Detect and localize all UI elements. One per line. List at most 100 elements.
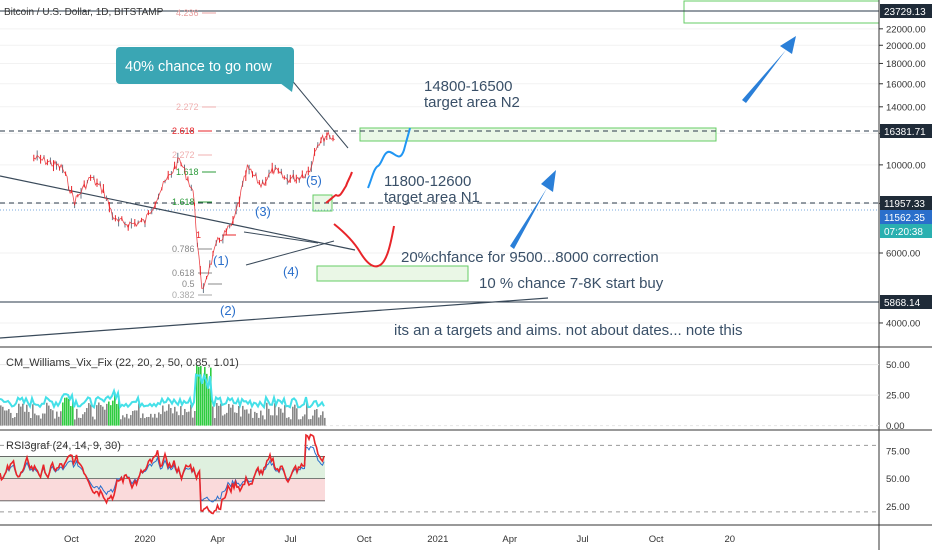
- vix-bar: [84, 412, 86, 426]
- vix-bar: [148, 416, 150, 426]
- time-tick-label: Apr: [210, 534, 225, 545]
- vix-bar: [278, 407, 280, 426]
- time-tick-label: Jul: [577, 534, 589, 545]
- badge-mid: 16381.71: [884, 127, 926, 138]
- vix-bar: [190, 404, 192, 426]
- vix-bar: [242, 405, 244, 426]
- vix-bar: [184, 408, 186, 426]
- vix-bar: [52, 410, 54, 426]
- disclaimer-note: its an a targets and aims. not about dat…: [394, 322, 743, 339]
- wave5-box: [312, 194, 333, 212]
- vix-bar: [130, 415, 132, 426]
- horizontal-levels: [0, 10, 879, 303]
- vix-bar: [170, 408, 172, 426]
- vix-bar: [258, 417, 260, 426]
- callout-pointer: [289, 77, 349, 149]
- fib-label: 0.786: [172, 244, 195, 254]
- target2-label: target area N2: [424, 94, 520, 111]
- vix-bar: [44, 413, 46, 426]
- fib-label: 2.272: [172, 150, 195, 160]
- vix-bar: [168, 404, 170, 426]
- vix-bar: [318, 417, 320, 426]
- vix-bar: [234, 412, 236, 426]
- wave-channel-lower: [245, 240, 335, 266]
- price-tick-label: 6000.00: [886, 249, 920, 260]
- vix-bar: [112, 400, 114, 426]
- vix-bar: [254, 411, 256, 426]
- fib-label: 0.5: [182, 279, 195, 289]
- vix-bar: [86, 408, 88, 426]
- badge-a-bg: [880, 196, 932, 210]
- target-boxes: [312, 0, 880, 282]
- vix-bar: [80, 417, 82, 426]
- vix-bar: [30, 417, 32, 426]
- vix-bar: [26, 404, 28, 426]
- vix-bar: [264, 419, 266, 426]
- vix-bar: [108, 401, 110, 426]
- vix-bar: [162, 405, 164, 426]
- vix-bar: [74, 419, 76, 426]
- price-axis: 4000.006000.008000.0010000.0012000.00140…: [878, 0, 926, 550]
- vix-bar: [296, 408, 298, 426]
- price-tick-label: 18000.00: [886, 59, 926, 70]
- wave-channel-upper: [243, 231, 319, 244]
- vix-bar: [110, 405, 112, 426]
- price-line: [33, 131, 335, 289]
- time-axis: Oct 2020 Apr Jul Oct 2021 Apr Jul Oct 20: [64, 534, 735, 545]
- vix-bar: [144, 418, 146, 426]
- vix-bar: [164, 411, 166, 426]
- vix-bar: [128, 418, 130, 426]
- vix-bar: [272, 415, 274, 426]
- vix-bar: [124, 417, 126, 426]
- vix-bar: [100, 404, 102, 426]
- vix-bar: [252, 417, 254, 426]
- vix-bar: [126, 413, 128, 426]
- vix-bar: [248, 413, 250, 426]
- vix-bar: [250, 408, 252, 426]
- wave-5: (5): [306, 173, 322, 188]
- arrows: [510, 36, 796, 249]
- vix-bar: [260, 410, 262, 426]
- vix-bar: [146, 417, 148, 426]
- vix-bar: [122, 415, 124, 426]
- rsi-lower-band: [0, 478, 325, 501]
- vix-bar: [202, 380, 204, 426]
- rsi-pane: 25.00 50.00 75.00: [0, 433, 910, 515]
- vix-bar: [224, 414, 226, 426]
- vix-bar: [96, 405, 98, 426]
- vix-bar: [24, 411, 26, 426]
- vix-bar: [8, 409, 10, 426]
- time-tick-label: 2021: [427, 534, 448, 545]
- time-tick-label: Oct: [649, 534, 664, 545]
- vix-bar: [176, 411, 178, 426]
- vix-bar: [134, 410, 136, 426]
- badge-top-bg: [880, 4, 932, 18]
- vix-bar: [294, 404, 296, 426]
- vix-tick-label: 0.00: [886, 421, 905, 432]
- vix-pane: 0.00 25.00 50.00: [0, 360, 910, 432]
- vix-bar: [232, 404, 234, 426]
- vix-tick-label: 50.00: [886, 360, 910, 371]
- vix-bar: [282, 412, 284, 426]
- time-tick-label: Oct: [357, 534, 372, 545]
- callout-tail: [276, 80, 294, 92]
- vix-bar: [68, 398, 70, 426]
- buy-zone-box: [316, 265, 469, 282]
- vix-bar: [10, 412, 12, 426]
- rsi-line: [0, 433, 325, 515]
- rsi-signal-line: [0, 446, 325, 503]
- vix-bar: [198, 366, 200, 426]
- callout-bubble: 40% chance to go now: [116, 47, 294, 92]
- vix-bar: [274, 403, 276, 426]
- price-tick-label: 14000.00: [886, 102, 926, 113]
- vix-bar: [246, 409, 248, 426]
- vix-bar: [196, 365, 198, 426]
- vix-bar: [306, 402, 308, 426]
- badge-low: 5868.14: [884, 298, 921, 309]
- fib-label: 2.618: [172, 126, 195, 136]
- vix-bar: [182, 415, 184, 426]
- vix-bar: [58, 416, 60, 426]
- vix-bar: [256, 412, 258, 426]
- vix-bar: [192, 417, 194, 426]
